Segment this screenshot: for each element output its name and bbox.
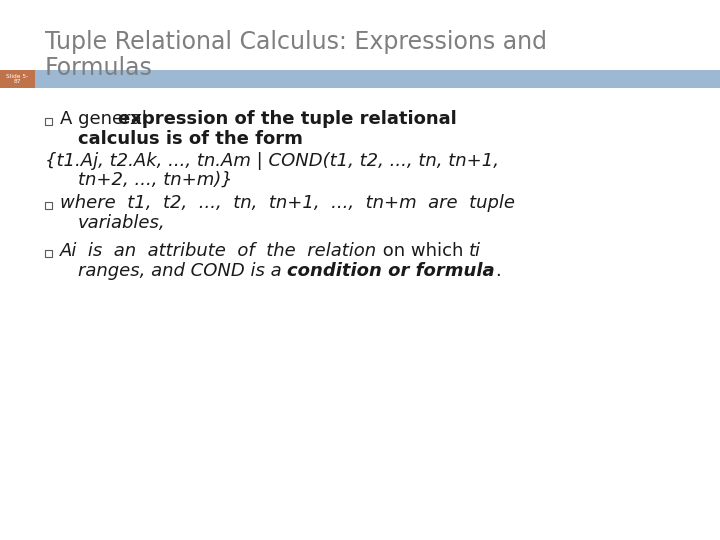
Text: calculus is of the form: calculus is of the form (78, 130, 303, 148)
Text: variables,: variables, (78, 214, 166, 232)
Bar (45, 250, 52, 257)
Text: .: . (495, 262, 500, 280)
Text: A general: A general (60, 110, 153, 128)
Text: where  t1,  t2,  ...,  tn,  tn+1,  ...,  tn+m  are  tuple: where t1, t2, ..., tn, tn+1, ..., tn+m a… (60, 194, 515, 212)
Bar (0, 70, 720, 88)
Bar (45, 202, 52, 209)
Text: Ai  is  an  attribute  of  the  relation: Ai is an attribute of the relation (60, 242, 377, 260)
Text: {t1.Aj, t2.Ak, ..., tn.Am | COND(t1, t2, ..., tn, tn+1,: {t1.Aj, t2.Ak, ..., tn.Am | COND(t1, t2,… (45, 152, 499, 170)
Bar (45, 118, 52, 125)
Bar (0, 70, 35, 88)
Text: tn+2, ..., tn+m)}: tn+2, ..., tn+m)} (78, 171, 233, 189)
Text: Formulas: Formulas (45, 56, 153, 80)
Text: ranges, and COND is a: ranges, and COND is a (78, 262, 287, 280)
Text: Tuple Relational Calculus: Expressions and: Tuple Relational Calculus: Expressions a… (45, 30, 547, 54)
Text: condition or formula: condition or formula (287, 262, 495, 280)
Text: ti: ti (469, 242, 481, 260)
Text: expression of the tuple relational: expression of the tuple relational (118, 110, 456, 128)
Text: on which: on which (377, 242, 469, 260)
Text: Slide 5-
87: Slide 5- 87 (6, 74, 29, 84)
